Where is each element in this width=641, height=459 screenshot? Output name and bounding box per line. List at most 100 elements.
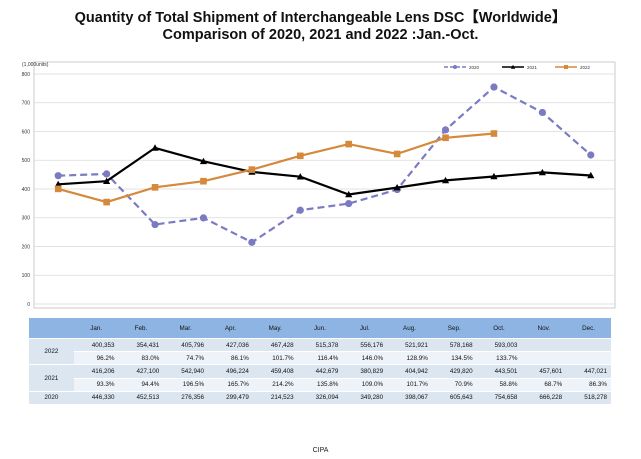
table-cell: 354,431 — [118, 338, 164, 353]
table-row-2021-pct: 93.3% 94.4% 196.5% 165.7% 214.2% 135.8% … — [29, 378, 611, 392]
data-point — [151, 184, 159, 191]
y-tick-label: 800 — [22, 72, 31, 78]
series-2021 — [54, 144, 595, 198]
chart-title: Quantity of Total Shipment of Interchang… — [0, 10, 641, 44]
data-point — [538, 108, 546, 117]
data-point — [393, 150, 401, 158]
table-cell — [566, 338, 611, 353]
table-cell: 86.1% — [208, 351, 253, 366]
table-cell: 101.7% — [252, 351, 298, 366]
table-cell: 405,796 — [163, 338, 209, 353]
table-cell: 165.7% — [208, 378, 253, 392]
y-tick-label: 600 — [22, 129, 31, 135]
table-row-2022-pct: 96.2% 83.0% 74.7% 86.1% 101.7% 116.4% 14… — [29, 351, 611, 366]
table-cell: 94.4% — [118, 378, 164, 392]
data-point — [103, 170, 111, 178]
table-header-month: Jan. — [73, 318, 119, 339]
table-cell: 605,643 — [431, 391, 477, 405]
y-unit-label: (1,000units) — [22, 62, 49, 68]
legend-marker — [453, 65, 457, 69]
table-cell: 134.5% — [431, 351, 477, 366]
series-line-2020 — [58, 85, 592, 244]
y-tick-label: 300 — [22, 216, 31, 222]
table-cell: 452,513 — [118, 391, 164, 405]
data-point — [248, 238, 256, 246]
data-table: Jan. Feb. Mar. Apr. May. Jun. Jul. Aug. … — [29, 318, 611, 405]
table-header-month: Nov. — [521, 318, 567, 339]
legend-marker — [564, 65, 568, 69]
data-point — [54, 180, 62, 188]
y-tick-label: 500 — [22, 158, 31, 164]
table-header-month: Oct. — [476, 318, 522, 339]
data-point — [200, 177, 207, 185]
data-point — [345, 190, 353, 198]
table-cell: 467,428 — [252, 338, 298, 353]
series-line-2022 — [57, 132, 495, 204]
table-year-cell: 2020 — [29, 391, 74, 405]
y-tick-label: 0 — [27, 302, 30, 308]
table-cell: 404,942 — [387, 364, 432, 379]
chart-title-line-1: Quantity of Total Shipment of Interchang… — [74, 10, 567, 26]
data-point — [441, 126, 450, 134]
table-cell: 518,278 — [566, 391, 611, 405]
line-chart: (1,000units) 0 100 200 300 400 500 600 700 800 2… — [22, 61, 616, 309]
chart-title-line-2: Comparison of 2020, 2021 and 2022 :Jan.-… — [162, 27, 479, 43]
table-cell: 214,523 — [252, 391, 298, 405]
legend-label: 2020 — [469, 65, 480, 70]
table-row-2022-units: 2022 400,353 354,431 405,796 427,036 467… — [29, 338, 611, 366]
table-header-month: Jul. — [342, 318, 388, 339]
y-axis-ticks: 0 100 200 300 400 500 600 700 800 — [22, 72, 31, 308]
data-point — [248, 166, 256, 173]
y-tick-label: 200 — [22, 244, 31, 250]
table-cell: 135.8% — [297, 378, 343, 392]
table-corner — [29, 318, 74, 339]
table-header-month: Feb. — [118, 318, 164, 339]
table-cell: 578,168 — [431, 338, 477, 353]
table-cell: 70.9% — [431, 378, 477, 392]
chart-frame — [33, 61, 616, 309]
table-cell: 521,921 — [387, 338, 432, 353]
table-year-cell: 2022 — [29, 338, 74, 366]
data-point — [296, 152, 304, 160]
table-cell: 459,408 — [252, 364, 298, 379]
data-point — [296, 173, 304, 180]
table-cell: 447,021 — [566, 364, 611, 379]
table-header-month: Apr. — [208, 318, 253, 339]
table-cell: 86.3% — [566, 378, 611, 392]
table-header-month: Aug. — [387, 318, 432, 339]
table-cell: 457,601 — [521, 364, 567, 379]
table-cell: 754,658 — [476, 391, 522, 405]
table-cell: 58.8% — [476, 378, 522, 392]
table-cell: 443,501 — [476, 364, 522, 379]
table-cell: 666,228 — [521, 391, 567, 405]
table-cell: 146.0% — [342, 351, 388, 366]
table-cell: 133.7% — [476, 351, 522, 366]
data-point — [538, 168, 546, 176]
table-cell: 446,330 — [73, 391, 119, 405]
table-cell: 496,224 — [208, 364, 253, 379]
table-cell: 398,067 — [387, 391, 432, 405]
series-2022 — [54, 130, 498, 206]
table-cell: 93.3% — [73, 378, 119, 392]
y-tick-label: 100 — [22, 273, 31, 279]
table-cell: 542,940 — [163, 364, 209, 379]
table-cell: 556,176 — [342, 338, 388, 353]
table-cell: 128.9% — [387, 351, 432, 366]
data-point — [54, 185, 62, 193]
table-cell: 349,280 — [342, 391, 388, 405]
table-cell — [521, 338, 567, 353]
data-point — [490, 130, 498, 137]
table-cell: 116.4% — [297, 351, 343, 366]
data-point — [103, 177, 111, 185]
data-point — [296, 206, 304, 214]
y-tick-label: 700 — [22, 101, 31, 107]
table-row-2020-units: 2020 446,330 452,513 276,356 299,479 214… — [29, 391, 611, 405]
data-point — [151, 220, 159, 229]
gridlines — [34, 73, 615, 305]
data-point — [199, 214, 208, 222]
table-cell — [566, 351, 611, 366]
table-cell: 96.2% — [73, 351, 119, 366]
table-cell: 427,036 — [208, 338, 253, 353]
table-cell: 83.0% — [118, 351, 164, 366]
